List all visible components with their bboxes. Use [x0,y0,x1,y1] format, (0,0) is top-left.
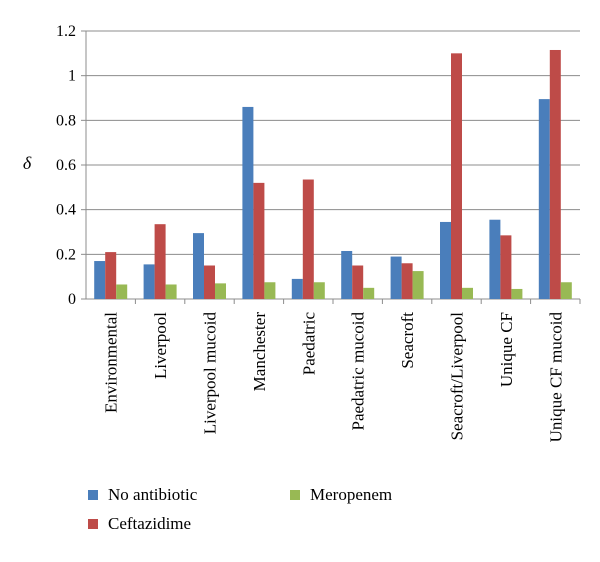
bar-meropenem [264,282,276,299]
bar-no-antibiotic [193,233,204,299]
y-tick-label: 0.8 [56,112,76,129]
x-tick-label: Unique CF [497,312,516,387]
bar-no-antibiotic [291,278,303,299]
bar-meropenem [511,288,523,299]
x-tick-label: Liverpool [151,312,170,379]
bar-ceftazidime [253,182,265,299]
bar-no-antibiotic [489,219,501,299]
y-tick-label: 0.2 [56,246,76,263]
bar-no-antibiotic [143,264,155,299]
bar-ceftazidime [302,179,314,299]
x-tick-label: Paedatric [299,312,318,376]
bar-ceftazidime [105,252,117,299]
bar-ceftazidime [451,53,462,300]
bar-meropenem [560,282,572,299]
x-tick-label: Manchester [250,312,269,392]
bar-ceftazidime [204,265,215,299]
bar-no-antibiotic [538,99,550,299]
bars [94,49,572,300]
bar-meropenem [215,283,226,299]
y-tick-label: 0.6 [56,157,76,174]
bar-no-antibiotic [390,256,402,299]
y-axis-label: δ [23,153,32,173]
x-tick-label: Unique CF mucoid [546,312,565,443]
bar-no-antibiotic [341,250,353,299]
x-tick-label: Seacroft [398,312,417,369]
x-tick-label: Environmental [102,312,121,413]
y-tick-label: 1.2 [56,23,76,40]
bar-meropenem [116,284,128,299]
bar-ceftazidime [500,235,512,299]
x-tick-label: Seacroft/Liverpool [448,312,467,441]
bar-no-antibiotic [94,261,106,299]
bar-no-antibiotic [440,221,451,299]
x-tick-label: Liverpool mucoid [201,312,220,435]
tick-labels: 0 0.2 0.4 0.6 0.8 1 1.2 Environmental Liverpool L… [56,23,565,442]
bar-ceftazidime [352,265,364,299]
bar-ceftazidime [154,224,166,299]
bar-ceftazidime [549,49,561,299]
y-tick-label: 0 [68,291,76,308]
y-tick-label: 0.4 [56,202,76,219]
bar-meropenem [313,282,325,299]
gridlines [86,30,580,255]
bar-ceftazidime [401,263,413,299]
y-tick-label: 1 [68,68,76,85]
bar-no-antibiotic [242,106,254,299]
bar-meropenem [462,287,473,299]
bar-meropenem [412,271,424,299]
bar-meropenem [363,287,375,299]
x-tick-label: Paedatric mucoid [349,312,368,431]
bar-meropenem [165,284,177,299]
